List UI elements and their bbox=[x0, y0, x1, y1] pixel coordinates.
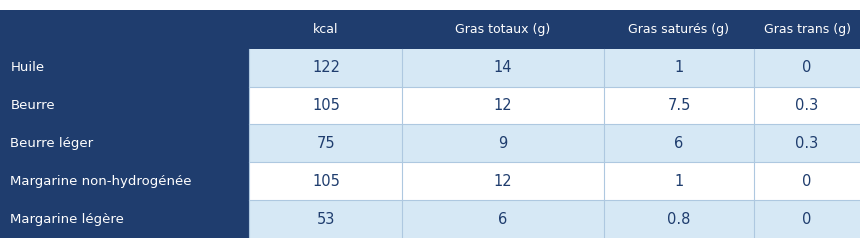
FancyBboxPatch shape bbox=[0, 87, 249, 124]
Text: 53: 53 bbox=[316, 212, 335, 227]
Text: Margarine légère: Margarine légère bbox=[10, 213, 124, 226]
Text: 105: 105 bbox=[312, 98, 340, 113]
FancyBboxPatch shape bbox=[402, 124, 604, 162]
FancyBboxPatch shape bbox=[402, 87, 604, 124]
Text: Beurre: Beurre bbox=[10, 99, 55, 112]
Text: Margarine non-hydrogénée: Margarine non-hydrogénée bbox=[10, 175, 192, 188]
Text: 12: 12 bbox=[494, 174, 513, 189]
FancyBboxPatch shape bbox=[402, 49, 604, 87]
Text: 9: 9 bbox=[499, 136, 507, 151]
FancyBboxPatch shape bbox=[249, 162, 402, 200]
Text: 0.3: 0.3 bbox=[796, 136, 819, 151]
Text: 6: 6 bbox=[674, 136, 684, 151]
FancyBboxPatch shape bbox=[0, 10, 860, 49]
FancyBboxPatch shape bbox=[0, 162, 249, 200]
Text: 1: 1 bbox=[674, 60, 684, 75]
FancyBboxPatch shape bbox=[0, 200, 249, 238]
Text: 0: 0 bbox=[802, 212, 812, 227]
Text: 75: 75 bbox=[316, 136, 335, 151]
Text: 1: 1 bbox=[674, 174, 684, 189]
FancyBboxPatch shape bbox=[249, 200, 402, 238]
FancyBboxPatch shape bbox=[249, 124, 402, 162]
FancyBboxPatch shape bbox=[0, 49, 249, 87]
Text: Gras saturés (g): Gras saturés (g) bbox=[629, 23, 729, 36]
Text: 105: 105 bbox=[312, 174, 340, 189]
FancyBboxPatch shape bbox=[604, 162, 754, 200]
Text: Gras trans (g): Gras trans (g) bbox=[764, 23, 851, 36]
FancyBboxPatch shape bbox=[754, 200, 860, 238]
FancyBboxPatch shape bbox=[754, 87, 860, 124]
Text: 0.8: 0.8 bbox=[667, 212, 691, 227]
Text: 14: 14 bbox=[494, 60, 513, 75]
Text: Beurre léger: Beurre léger bbox=[10, 137, 94, 150]
FancyBboxPatch shape bbox=[604, 200, 754, 238]
FancyBboxPatch shape bbox=[604, 87, 754, 124]
FancyBboxPatch shape bbox=[754, 124, 860, 162]
FancyBboxPatch shape bbox=[402, 162, 604, 200]
Text: 0.3: 0.3 bbox=[796, 98, 819, 113]
Text: 7.5: 7.5 bbox=[667, 98, 691, 113]
Text: 0: 0 bbox=[802, 60, 812, 75]
Text: Huile: Huile bbox=[10, 61, 45, 74]
FancyBboxPatch shape bbox=[0, 124, 249, 162]
FancyBboxPatch shape bbox=[0, 0, 860, 10]
FancyBboxPatch shape bbox=[754, 49, 860, 87]
Text: 6: 6 bbox=[499, 212, 507, 227]
FancyBboxPatch shape bbox=[402, 200, 604, 238]
Text: 122: 122 bbox=[312, 60, 340, 75]
FancyBboxPatch shape bbox=[249, 49, 402, 87]
FancyBboxPatch shape bbox=[604, 49, 754, 87]
FancyBboxPatch shape bbox=[754, 162, 860, 200]
FancyBboxPatch shape bbox=[249, 87, 402, 124]
Text: kcal: kcal bbox=[313, 23, 339, 36]
Text: 0: 0 bbox=[802, 174, 812, 189]
Text: 12: 12 bbox=[494, 98, 513, 113]
FancyBboxPatch shape bbox=[604, 124, 754, 162]
Text: Gras totaux (g): Gras totaux (g) bbox=[456, 23, 550, 36]
